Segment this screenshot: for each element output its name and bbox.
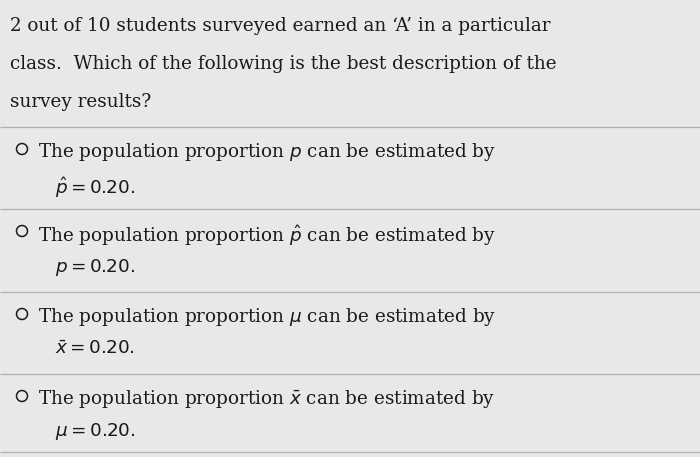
Text: 2 out of 10 students surveyed earned an ‘A’ in a particular: 2 out of 10 students surveyed earned an … xyxy=(10,17,550,35)
Text: The population proportion $\hat{p}$ can be estimated by: The population proportion $\hat{p}$ can … xyxy=(38,223,496,248)
Text: The population proportion $\bar{x}$ can be estimated by: The population proportion $\bar{x}$ can … xyxy=(38,388,496,410)
Text: $\mu= 0.20.$: $\mu= 0.20.$ xyxy=(55,421,135,442)
Text: $p = 0.20.$: $p = 0.20.$ xyxy=(55,257,135,278)
Text: $\hat{p} = 0.20.$: $\hat{p} = 0.20.$ xyxy=(55,175,135,200)
Text: $\bar{x} = 0.20.$: $\bar{x} = 0.20.$ xyxy=(55,340,134,358)
Text: class.  Which of the following is the best description of the: class. Which of the following is the bes… xyxy=(10,55,556,73)
Text: The population proportion $p$ can be estimated by: The population proportion $p$ can be est… xyxy=(38,141,496,163)
Text: The population proportion $\mu$ can be estimated by: The population proportion $\mu$ can be e… xyxy=(38,306,496,328)
Text: survey results?: survey results? xyxy=(10,93,151,111)
